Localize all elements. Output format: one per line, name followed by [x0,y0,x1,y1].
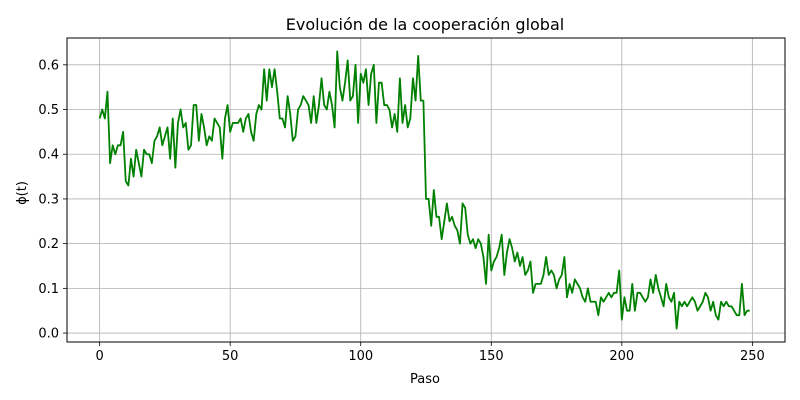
chart-title: Evolución de la cooperación global [286,15,564,34]
y-axis-label: ϕ(t) [15,181,30,205]
series-layer [98,50,750,330]
series-line [98,50,750,330]
x-tick-label: 250 [740,349,765,364]
y-tick-label: 0.1 [38,282,59,297]
y-axis-ticks: 0.0 0.1 0.2 0.3 0.4 0.5 0.6 [38,58,67,342]
y-tick-label: 0.2 [38,237,59,252]
x-tick-label: 150 [479,349,504,364]
y-tick-label: 0.4 [38,148,59,163]
y-tick-label: 0.5 [38,103,59,118]
plot-frame [66,37,786,343]
y-tick-label: 0.0 [38,327,59,342]
x-axis-ticks: 0 50 100 150 200 250 [95,342,765,364]
y-tick-label: 0.6 [38,58,59,73]
x-tick-label: 50 [222,349,239,364]
y-tick-label: 0.3 [38,192,59,207]
x-tick-label: 100 [348,349,373,364]
x-tick-label: 0 [95,349,103,364]
grid-lines [67,38,785,342]
x-tick-label: 200 [609,349,634,364]
x-axis-label: Paso [410,372,440,387]
